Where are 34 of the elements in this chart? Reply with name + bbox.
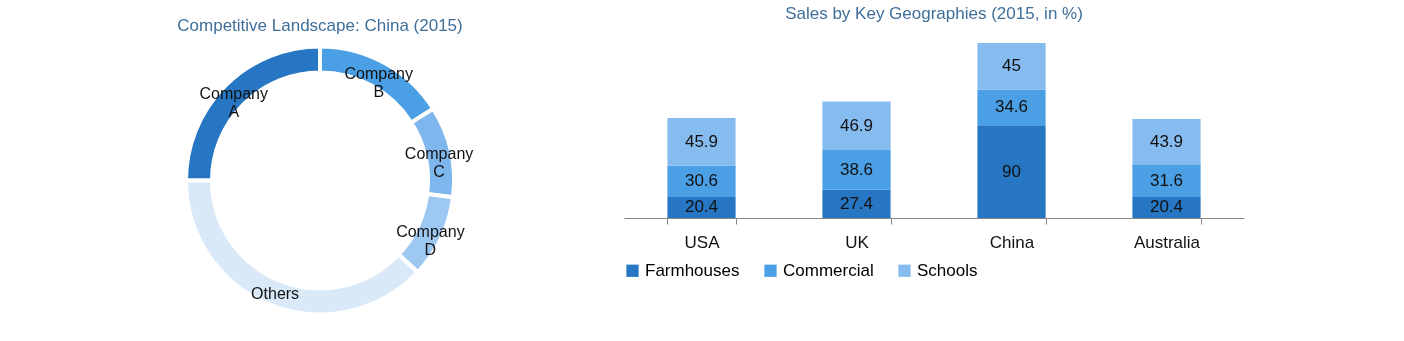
data-label: 46.9	[839, 115, 874, 135]
data-label: 20.4	[684, 197, 719, 217]
bar	[667, 165, 736, 197]
data-label: 34.6	[994, 97, 1029, 117]
data-label: 27.4	[839, 193, 874, 213]
x-tick-label: USA	[684, 232, 721, 252]
bar	[977, 125, 1046, 218]
chart-title: Competitive Landscape: China (2015)	[177, 15, 463, 35]
bar	[977, 89, 1046, 126]
bar	[1132, 164, 1201, 197]
legend-label: Schools	[917, 260, 978, 280]
chart-title: Sales by Key Geographies (2015, in %)	[785, 4, 1083, 23]
slice-label: Company D	[396, 223, 465, 259]
bar	[822, 101, 891, 150]
bar	[977, 43, 1046, 90]
data-label: 30.6	[684, 171, 719, 191]
data-label: 31.6	[1149, 170, 1184, 190]
slice-label: Company C	[404, 144, 474, 180]
bar	[667, 118, 736, 166]
data-label: 90	[1002, 161, 1021, 181]
x-tick-label: China	[989, 232, 1035, 252]
legend-label: Commercial	[783, 260, 874, 280]
bar	[822, 189, 891, 218]
x-tick-label: UK	[845, 232, 870, 252]
data-label: 20.4	[1149, 197, 1184, 217]
legend-label: Farmhouses	[645, 260, 740, 280]
data-label: 43.9	[1149, 131, 1184, 151]
slice-label: Others	[251, 284, 300, 302]
x-tick-label: Australia	[1133, 232, 1201, 252]
data-label: 45	[1002, 56, 1021, 76]
bar	[822, 149, 891, 190]
bar	[1132, 119, 1201, 165]
data-label: 45.9	[684, 131, 719, 151]
data-label: 38.6	[839, 159, 874, 179]
